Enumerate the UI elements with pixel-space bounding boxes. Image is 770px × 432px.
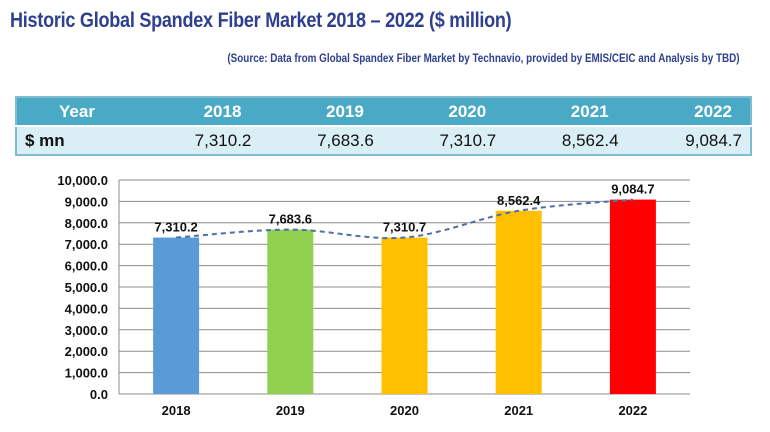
table-value-row: $ mn 7,310.2 7,683.6 7,310.7 8,562.4 9,0… [16,126,751,155]
y-tick-label: 3,000.0 [65,323,108,338]
table-value-cell: 9,084.7 [685,130,742,150]
x-axis-ticks: 2018 2019 2020 2021 2022 [162,403,648,418]
table-year-cell: 2018 [203,101,242,121]
table-value-cell: 7,310.2 [194,130,252,150]
table-row-label: $ mn [25,130,65,150]
trendline [176,198,633,240]
data-label: 7,310.2 [154,220,197,235]
x-tick-label: 2018 [162,403,191,418]
y-tick-label: 8,000.0 [65,216,108,231]
table-header-row: Year 2018 2019 2020 2021 2022 [16,97,751,126]
y-tick-label: 0.0 [90,387,108,402]
x-tick-label: 2022 [618,403,647,418]
y-tick-label: 4,000.0 [65,301,108,316]
table-value-cell: 8,562.4 [561,130,619,150]
bar-chart: 0.0 1,000.0 2,000.0 3,000.0 4,000.0 5,000.0 6,… [57,173,690,418]
y-axis-ticks: 0.0 1,000.0 2,000.0 3,000.0 4,000.0 5,000.0 6,… [57,173,108,402]
table-value-cell: 7,310.7 [439,130,497,150]
y-tick-label: 9,000.0 [65,194,108,209]
table-year-cell: 2022 [694,101,732,121]
y-tick-label: 7,000.0 [65,237,108,252]
table-year-cell: 2021 [570,101,609,121]
bar [495,210,542,394]
data-label: 7,310.7 [383,220,426,235]
bar [153,237,200,394]
y-tick-label: 2,000.0 [65,344,108,359]
trendline-path [176,198,633,240]
bars [153,199,656,394]
market-data-table: Year 2018 2019 2020 2021 2022 $ mn 7,310… [15,96,752,156]
source-note: (Source: Data from Global Spandex Fiber … [227,53,740,65]
data-label: 9,084.7 [611,182,654,197]
table-header-label: Year [59,101,95,121]
bar [267,229,314,394]
y-tick-label: 10,000.0 [57,173,108,188]
data-label: 7,683.6 [269,212,312,227]
x-tick-label: 2019 [276,403,305,418]
table-year-cell: 2020 [448,101,487,121]
y-tick-label: 6,000.0 [65,259,108,274]
bar [609,199,656,394]
bar [381,237,428,394]
table-year-cell: 2019 [325,101,364,121]
table-value-cell: 7,683.6 [317,130,374,150]
y-tick-label: 5,000.0 [65,280,108,295]
page-title: Historic Global Spandex Fiber Market 201… [10,9,512,32]
data-labels: 7,310.2 7,683.6 7,310.7 8,562.4 9,084.7 [154,182,654,235]
x-tick-label: 2021 [504,403,533,418]
data-label: 8,562.4 [497,193,541,208]
y-tick-label: 1,000.0 [65,366,108,381]
x-tick-label: 2020 [390,403,419,418]
